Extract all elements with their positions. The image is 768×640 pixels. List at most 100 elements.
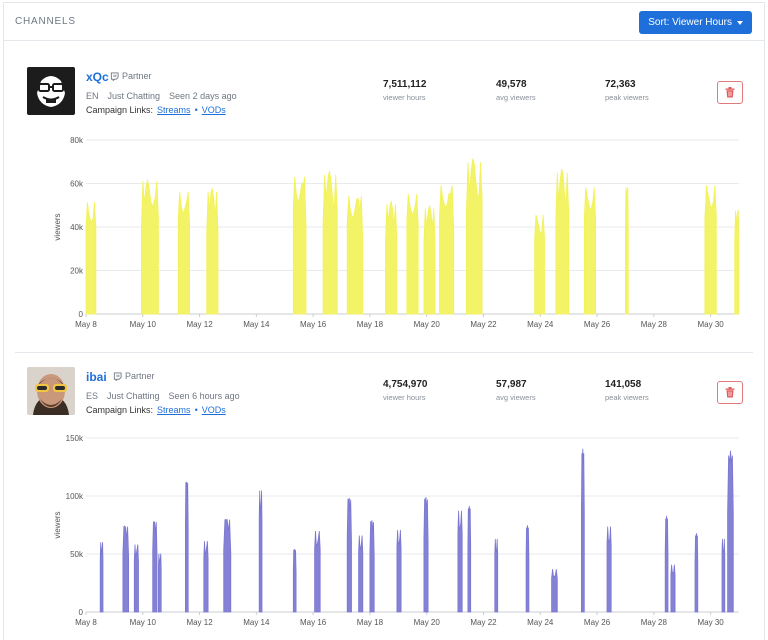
vods-link[interactable]: VODs xyxy=(201,405,226,415)
stream-area xyxy=(185,481,189,613)
stat-peak-viewers: 141,058 peak viewers xyxy=(605,379,649,402)
viewers-chart-ibai: 0 50k 100k 150k viewers May 8 May 10 May 12 May … xyxy=(53,434,739,627)
streams-link[interactable]: Streams xyxy=(157,405,191,415)
y-tick-label: 100k xyxy=(66,492,84,501)
channel-category: Just Chatting xyxy=(107,91,161,101)
stream-area xyxy=(358,535,364,613)
channel-last-seen: Seen 6 hours ago xyxy=(168,391,240,401)
stream-area xyxy=(625,187,629,315)
sort-button-label: Sort: Viewer Hours xyxy=(648,17,732,28)
x-tick-label: May 12 xyxy=(186,618,213,627)
y-axis-label: viewers xyxy=(53,213,62,240)
stream-area xyxy=(396,529,402,613)
stream-area xyxy=(258,490,263,613)
stat-peak-viewers: 72,363 peak viewers xyxy=(605,79,649,102)
stat-value: 141,058 xyxy=(605,379,642,390)
stat-label: avg viewers xyxy=(496,393,536,402)
stat-value: 49,578 xyxy=(496,79,527,90)
x-tick-label: May 22 xyxy=(470,320,497,329)
stream-area xyxy=(177,191,190,315)
link-separator: • xyxy=(194,405,198,415)
streams-link[interactable]: Streams xyxy=(157,105,191,115)
channel-card-xqc: xQc Partner EN Just Chatting Seen 2 days… xyxy=(4,65,764,355)
stream-area xyxy=(694,533,699,613)
stream-area xyxy=(385,200,398,315)
stat-viewer-hours: 7,511,112 viewer hours xyxy=(383,79,426,102)
stream-area xyxy=(727,450,734,613)
avatar[interactable] xyxy=(27,367,75,415)
stream-area xyxy=(141,179,159,315)
twitch-icon xyxy=(110,71,119,81)
x-tick-label: May 28 xyxy=(641,618,668,627)
partner-badge: Partner xyxy=(110,71,152,81)
stream-area xyxy=(85,202,97,315)
stream-area xyxy=(555,168,570,315)
stream-area xyxy=(369,520,375,613)
campaign-links: Campaign Links: Streams • VODs xyxy=(86,405,226,415)
trash-icon xyxy=(725,387,735,398)
x-tick-label: May 20 xyxy=(414,320,441,329)
x-tick-label: May 24 xyxy=(527,320,554,329)
campaign-links: Campaign Links: Streams • VODs xyxy=(86,105,226,115)
y-tick-label: 80k xyxy=(70,136,84,145)
y-tick-label: 50k xyxy=(70,550,84,559)
viewers-chart-xqc: 0 20k 40k 60k 80k viewers May 8 May 10 May 12 May… xyxy=(53,136,740,329)
y-tick-label: 40k xyxy=(70,223,84,232)
trash-icon xyxy=(725,87,735,98)
panel-header: CHANNELS Sort: Viewer Hours xyxy=(4,3,764,41)
stat-viewer-hours: 4,754,970 viewer hours xyxy=(383,379,428,402)
stat-label: avg viewers xyxy=(496,93,536,102)
stream-area xyxy=(99,542,104,613)
partner-label: Partner xyxy=(125,371,155,381)
stream-area xyxy=(534,214,545,315)
x-tick-label: May 22 xyxy=(470,618,497,627)
x-tick-label: May 18 xyxy=(357,618,384,627)
delete-button[interactable] xyxy=(717,81,743,104)
channel-name[interactable]: ibai xyxy=(86,370,107,384)
twitch-icon xyxy=(113,371,122,381)
x-tick-label: May 16 xyxy=(300,618,327,627)
x-tick-label: May 14 xyxy=(243,618,270,627)
campaign-links-label: Campaign Links: xyxy=(86,105,154,115)
x-tick-label: May 8 xyxy=(75,618,97,627)
stat-value: 57,987 xyxy=(496,379,527,390)
x-tick-label: May 26 xyxy=(584,320,611,329)
partner-label: Partner xyxy=(122,71,152,81)
stream-area xyxy=(721,538,726,613)
x-tick-label: May 26 xyxy=(584,618,611,627)
stream-area xyxy=(670,564,676,613)
channel-name[interactable]: xQc xyxy=(86,70,109,84)
stream-area xyxy=(206,188,219,315)
stream-area xyxy=(203,541,209,613)
x-tick-label: May 10 xyxy=(130,320,157,329)
stat-label: peak viewers xyxy=(605,393,649,402)
stream-area xyxy=(423,205,436,315)
stream-area xyxy=(551,569,558,613)
channel-category: Just Chatting xyxy=(107,391,160,401)
x-tick-label: May 16 xyxy=(300,320,327,329)
stream-area xyxy=(152,521,158,613)
stream-area xyxy=(606,526,612,613)
stream-area xyxy=(406,193,419,315)
stream-area xyxy=(346,195,364,315)
chevron-down-icon xyxy=(737,20,743,25)
vods-link[interactable]: VODs xyxy=(201,105,226,115)
stream-area xyxy=(346,497,352,613)
channel-card-ibai: ibai Partner ES Just Chatting Seen 6 hou… xyxy=(4,365,764,640)
stream-area xyxy=(292,548,297,613)
sort-button[interactable]: Sort: Viewer Hours xyxy=(639,11,752,34)
y-tick-label: 150k xyxy=(66,434,84,443)
avatar[interactable] xyxy=(27,67,75,115)
stream-area xyxy=(734,209,740,315)
stream-area xyxy=(223,519,232,613)
stream-area xyxy=(494,538,499,613)
x-tick-label: May 30 xyxy=(697,618,724,627)
stream-area xyxy=(423,497,429,613)
stat-label: viewer hours xyxy=(383,393,426,402)
delete-button[interactable] xyxy=(717,381,743,404)
partner-badge: Partner xyxy=(113,371,155,381)
stream-area xyxy=(158,553,162,613)
x-tick-label: May 14 xyxy=(243,320,270,329)
channel-last-seen: Seen 2 days ago xyxy=(169,91,237,101)
campaign-links-label: Campaign Links: xyxy=(86,405,154,415)
